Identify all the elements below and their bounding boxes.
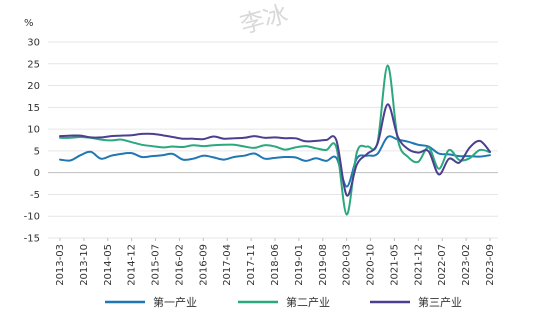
legend-label: 第一产业 [153, 295, 197, 309]
x-tick-label: 2014-12 [127, 244, 138, 286]
grid-lines [48, 41, 498, 239]
y-axis-unit-label: % [24, 18, 34, 29]
y-tick-label: 0 [34, 168, 40, 179]
legend-label: 第三产业 [418, 295, 462, 309]
x-tick-label: 2014-05 [103, 244, 114, 286]
y-tick-label: 20 [27, 81, 40, 92]
x-tick-label: 2022-07 [437, 244, 448, 286]
y-tick-label: 15 [27, 103, 40, 114]
x-tick-label: 2023-02 [461, 244, 472, 286]
x-tick-label: 2020-03 [342, 244, 353, 286]
x-tick-label: 2013-03 [55, 244, 66, 286]
y-tick-label: 10 [27, 125, 40, 136]
y-tick-label: -10 [24, 212, 40, 223]
y-tick-label: 30 [27, 38, 40, 49]
x-tick-label: 2016-09 [198, 244, 209, 286]
x-tick-label: 2017-11 [246, 244, 257, 286]
x-tick-label: 2019-01 [294, 244, 305, 286]
x-tick-label: 2019-08 [318, 244, 329, 286]
y-tick-label: -5 [30, 190, 40, 201]
legend-item-2: 第二产业 [238, 295, 330, 309]
x-tick-label: 2016-02 [174, 244, 185, 286]
series-lines [59, 64, 491, 216]
series-line-1 [59, 135, 491, 188]
legend-label: 第二产业 [286, 295, 330, 309]
legend: 第一产业 第二产业 第三产业 [105, 295, 462, 309]
legend-item-3: 第三产业 [370, 295, 462, 309]
x-tick-label: 2018-06 [270, 244, 281, 286]
watermark-text: 李冰 [237, 0, 291, 39]
x-tick-label: 2017-04 [222, 244, 233, 286]
x-tick-label: 2021-12 [413, 244, 424, 286]
x-tick-label: 2013-10 [79, 244, 90, 286]
x-tick-label: 2023-09 [485, 244, 496, 286]
y-tick-label: -15 [24, 234, 40, 245]
axes: 30 25 20 15 10 5 0 -5 -10 -15 2013-03 2013-10 2014-0… [24, 38, 496, 286]
x-tick-label: 2015-07 [151, 244, 162, 286]
x-tick-label: 2021-05 [389, 244, 400, 286]
legend-item-1: 第一产业 [105, 295, 197, 309]
x-tick-label: 2020-10 [366, 244, 377, 286]
series-line-2 [59, 64, 491, 216]
y-tick-label: 5 [34, 146, 40, 157]
y-tick-label: 25 [27, 59, 40, 70]
series-line-3 [59, 103, 491, 197]
